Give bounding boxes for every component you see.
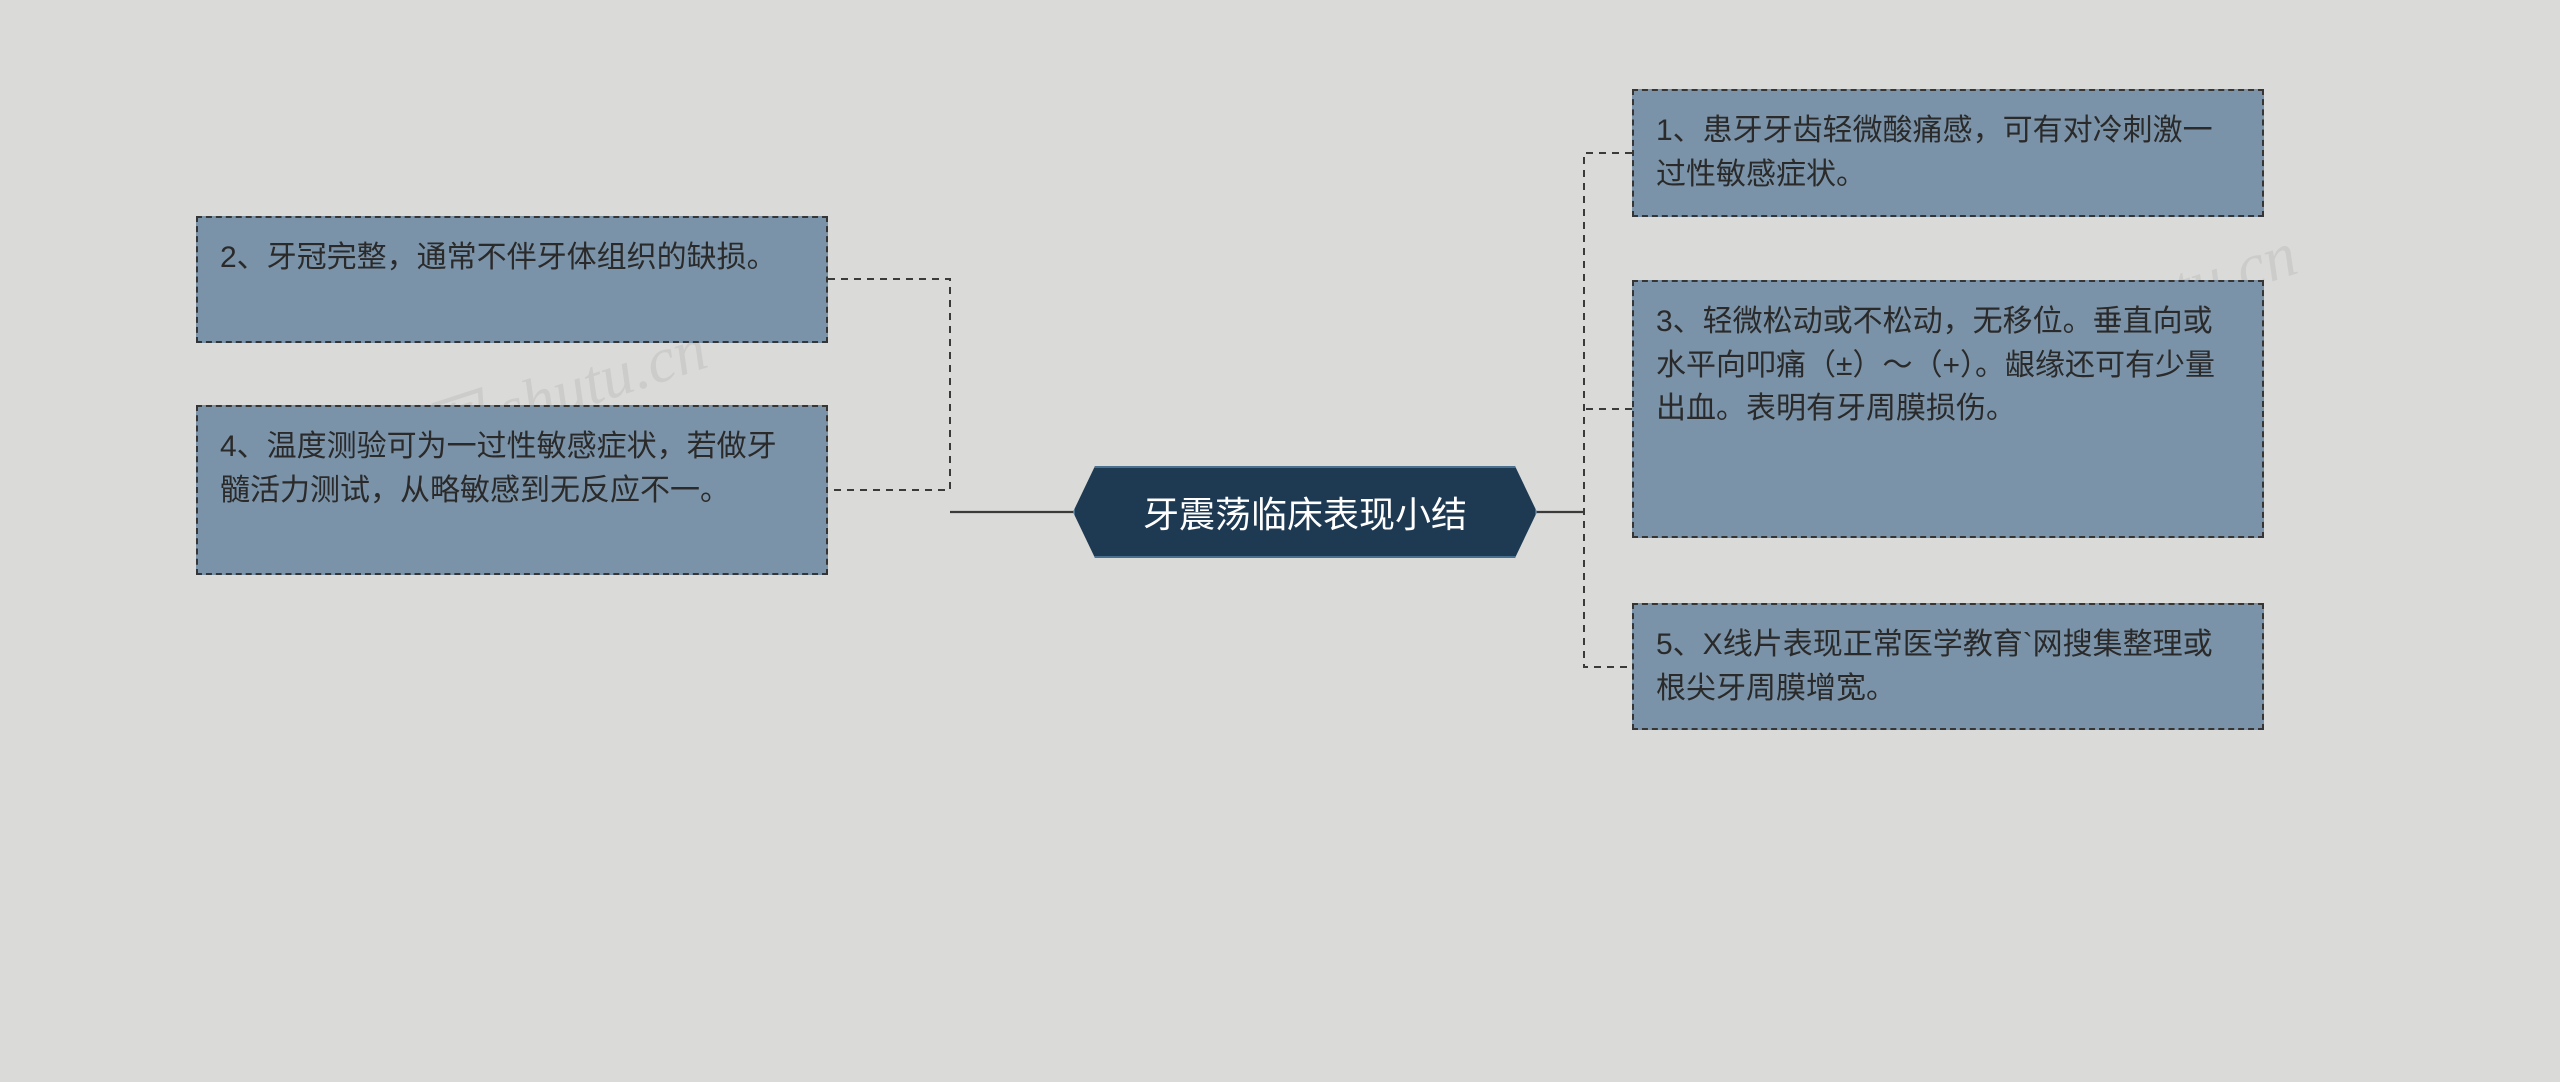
child-node-5: 5、X线片表现正常医学教育`网搜集整理或根尖牙周膜增宽。	[1632, 603, 2264, 730]
child-node-text: 3、轻微松动或不松动，无移位。垂直向或水平向叩痛（±）～（+）。龈缘还可有少量出…	[1656, 305, 2215, 425]
connector-right	[1537, 89, 1632, 731]
child-node-4: 4、温度测验可为一过性敏感症状，若做牙髓活力测试，从略敏感到无反应不一。	[196, 405, 828, 575]
child-node-3: 3、轻微松动或不松动，无移位。垂直向或水平向叩痛（±）～（+）。龈缘还可有少量出…	[1632, 280, 2264, 538]
child-node-text: 1、患牙牙齿轻微酸痛感，可有对冷刺激一过性敏感症状。	[1656, 114, 2213, 191]
central-node: 牙震荡临床表现小结	[1073, 466, 1537, 558]
connector-left	[828, 216, 1073, 576]
central-node-text: 牙震荡临床表现小结	[1143, 486, 1467, 538]
child-node-text: 5、X线片表现正常医学教育`网搜集整理或根尖牙周膜增宽。	[1656, 628, 2213, 705]
child-node-1: 1、患牙牙齿轻微酸痛感，可有对冷刺激一过性敏感症状。	[1632, 89, 2264, 217]
child-node-text: 2、牙冠完整，通常不伴牙体组织的缺损。	[220, 241, 777, 274]
child-node-2: 2、牙冠完整，通常不伴牙体组织的缺损。	[196, 216, 828, 343]
child-node-text: 4、温度测验可为一过性敏感症状，若做牙髓活力测试，从略敏感到无反应不一。	[220, 430, 777, 507]
